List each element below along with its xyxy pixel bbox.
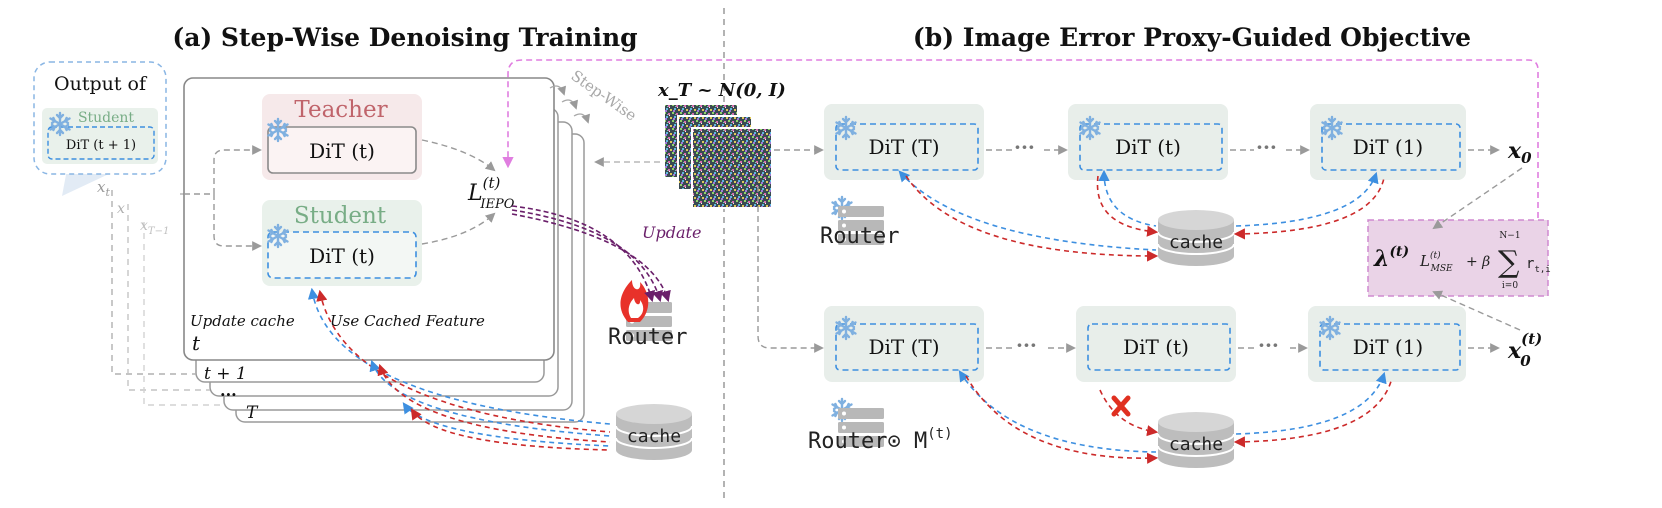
cache-curves-b2 bbox=[958, 370, 1393, 464]
teacher-label: Teacher bbox=[294, 97, 387, 123]
x-dots-label: x bbox=[117, 201, 125, 217]
panel-b-title: (b) Image Error Proxy-Guided Objective bbox=[913, 23, 1471, 52]
router-a-label: Router bbox=[608, 325, 687, 350]
feedback-line bbox=[502, 59, 1539, 218]
cache-b2: cache bbox=[1157, 411, 1235, 469]
update-label: Update bbox=[642, 223, 701, 242]
cache-curves-a bbox=[307, 287, 611, 451]
iepo-formula-box: λ(t) L(t) MSE + β ∑ N−1 i=0 rt,i bbox=[1367, 219, 1551, 297]
cache-b2-label: cache bbox=[1169, 434, 1223, 455]
row1-dit-T: DiT (T) bbox=[868, 135, 939, 159]
update-arrows bbox=[511, 205, 671, 303]
formula-input-arrows bbox=[1432, 167, 1523, 331]
row2-flow-arrows bbox=[757, 176, 1500, 353]
output-of-label: Output of bbox=[54, 73, 148, 95]
row2-dit-t: DiT (t) bbox=[1123, 335, 1189, 359]
cache-b1: cache bbox=[1157, 209, 1235, 267]
row2-dit-T: DiT (T) bbox=[868, 335, 939, 359]
router-b2-label: Router⊙ M(t) bbox=[808, 426, 953, 454]
formula-mse: L(t) MSE bbox=[1419, 250, 1453, 274]
formula-sum-bottom: i=0 bbox=[1502, 281, 1518, 291]
cache-a: cache bbox=[615, 403, 693, 461]
row2-dots-2: ··· bbox=[1258, 333, 1279, 357]
row1-dit-1: DiT (1) bbox=[1353, 135, 1423, 159]
step-wise-label: Step-Wise bbox=[568, 67, 640, 125]
row2-dots-1: ··· bbox=[1016, 333, 1037, 357]
row2-output-x0t: x(t) 0 bbox=[1507, 330, 1542, 370]
update-cache-label: Update cache bbox=[190, 312, 295, 330]
formula-r: rt,i bbox=[1526, 256, 1551, 275]
output-of-callout: Output of Student DiT (t + 1) bbox=[33, 61, 167, 196]
formula-lambda: λ(t) bbox=[1373, 244, 1409, 272]
router-b1-label: Router bbox=[820, 224, 899, 249]
step-wise-arcs bbox=[549, 85, 591, 124]
fire-icon bbox=[620, 280, 649, 322]
router-b1: Router bbox=[820, 195, 899, 249]
router-a: Router bbox=[608, 280, 687, 350]
student-block: Student DiT (t) bbox=[262, 200, 422, 286]
loss-iepo: L(t) IEPO bbox=[467, 174, 515, 212]
step-dots-label: ... bbox=[220, 381, 237, 400]
use-cached-label: Use Cached Feature bbox=[330, 312, 485, 330]
noise-label: x_T ~ N(0, I) bbox=[657, 80, 786, 101]
student-label: Student bbox=[294, 203, 387, 229]
formula-sum: ∑ bbox=[1498, 245, 1520, 280]
cache-a-label: cache bbox=[627, 426, 681, 447]
row1-dots-1: ··· bbox=[1014, 135, 1035, 159]
teacher-dit-label: DiT (t) bbox=[309, 139, 375, 163]
teacher-block: Teacher DiT (t) bbox=[262, 94, 422, 180]
row2-dit-1: DiT (1) bbox=[1353, 335, 1423, 359]
row1-output-x0: x0 bbox=[1507, 138, 1532, 167]
step-T-label: T bbox=[246, 403, 259, 423]
dit-next-label: DiT (t + 1) bbox=[66, 138, 136, 153]
step-t1-label: t + 1 bbox=[204, 364, 247, 384]
x-t-label: xt bbox=[97, 178, 110, 199]
cache-b1-label: cache bbox=[1169, 232, 1223, 253]
noise-images bbox=[663, 103, 773, 209]
router-b2: Router⊙ M(t) bbox=[808, 397, 953, 454]
input-arrows bbox=[184, 139, 496, 251]
row1-dit-t: DiT (t) bbox=[1115, 135, 1181, 159]
formula-plus-beta: + β bbox=[1466, 254, 1490, 270]
row2-blocks: DiT (T) DiT (t) DiT (1) bbox=[824, 306, 1466, 382]
student-dit-label: DiT (t) bbox=[309, 244, 375, 268]
x-T1-label: xT−1 bbox=[140, 218, 169, 237]
step-t-label: t bbox=[192, 331, 201, 355]
formula-sum-top: N−1 bbox=[1499, 231, 1520, 241]
blocked-cross-icon bbox=[1111, 395, 1131, 417]
row1-dots-2: ··· bbox=[1256, 135, 1277, 159]
cache-curves-b1 bbox=[898, 169, 1385, 262]
panel-a-title: (a) Step-Wise Denoising Training bbox=[172, 23, 637, 52]
student-small-label: Student bbox=[78, 110, 134, 126]
row1-blocks: DiT (T) DiT (t) DiT (1) bbox=[824, 104, 1466, 180]
